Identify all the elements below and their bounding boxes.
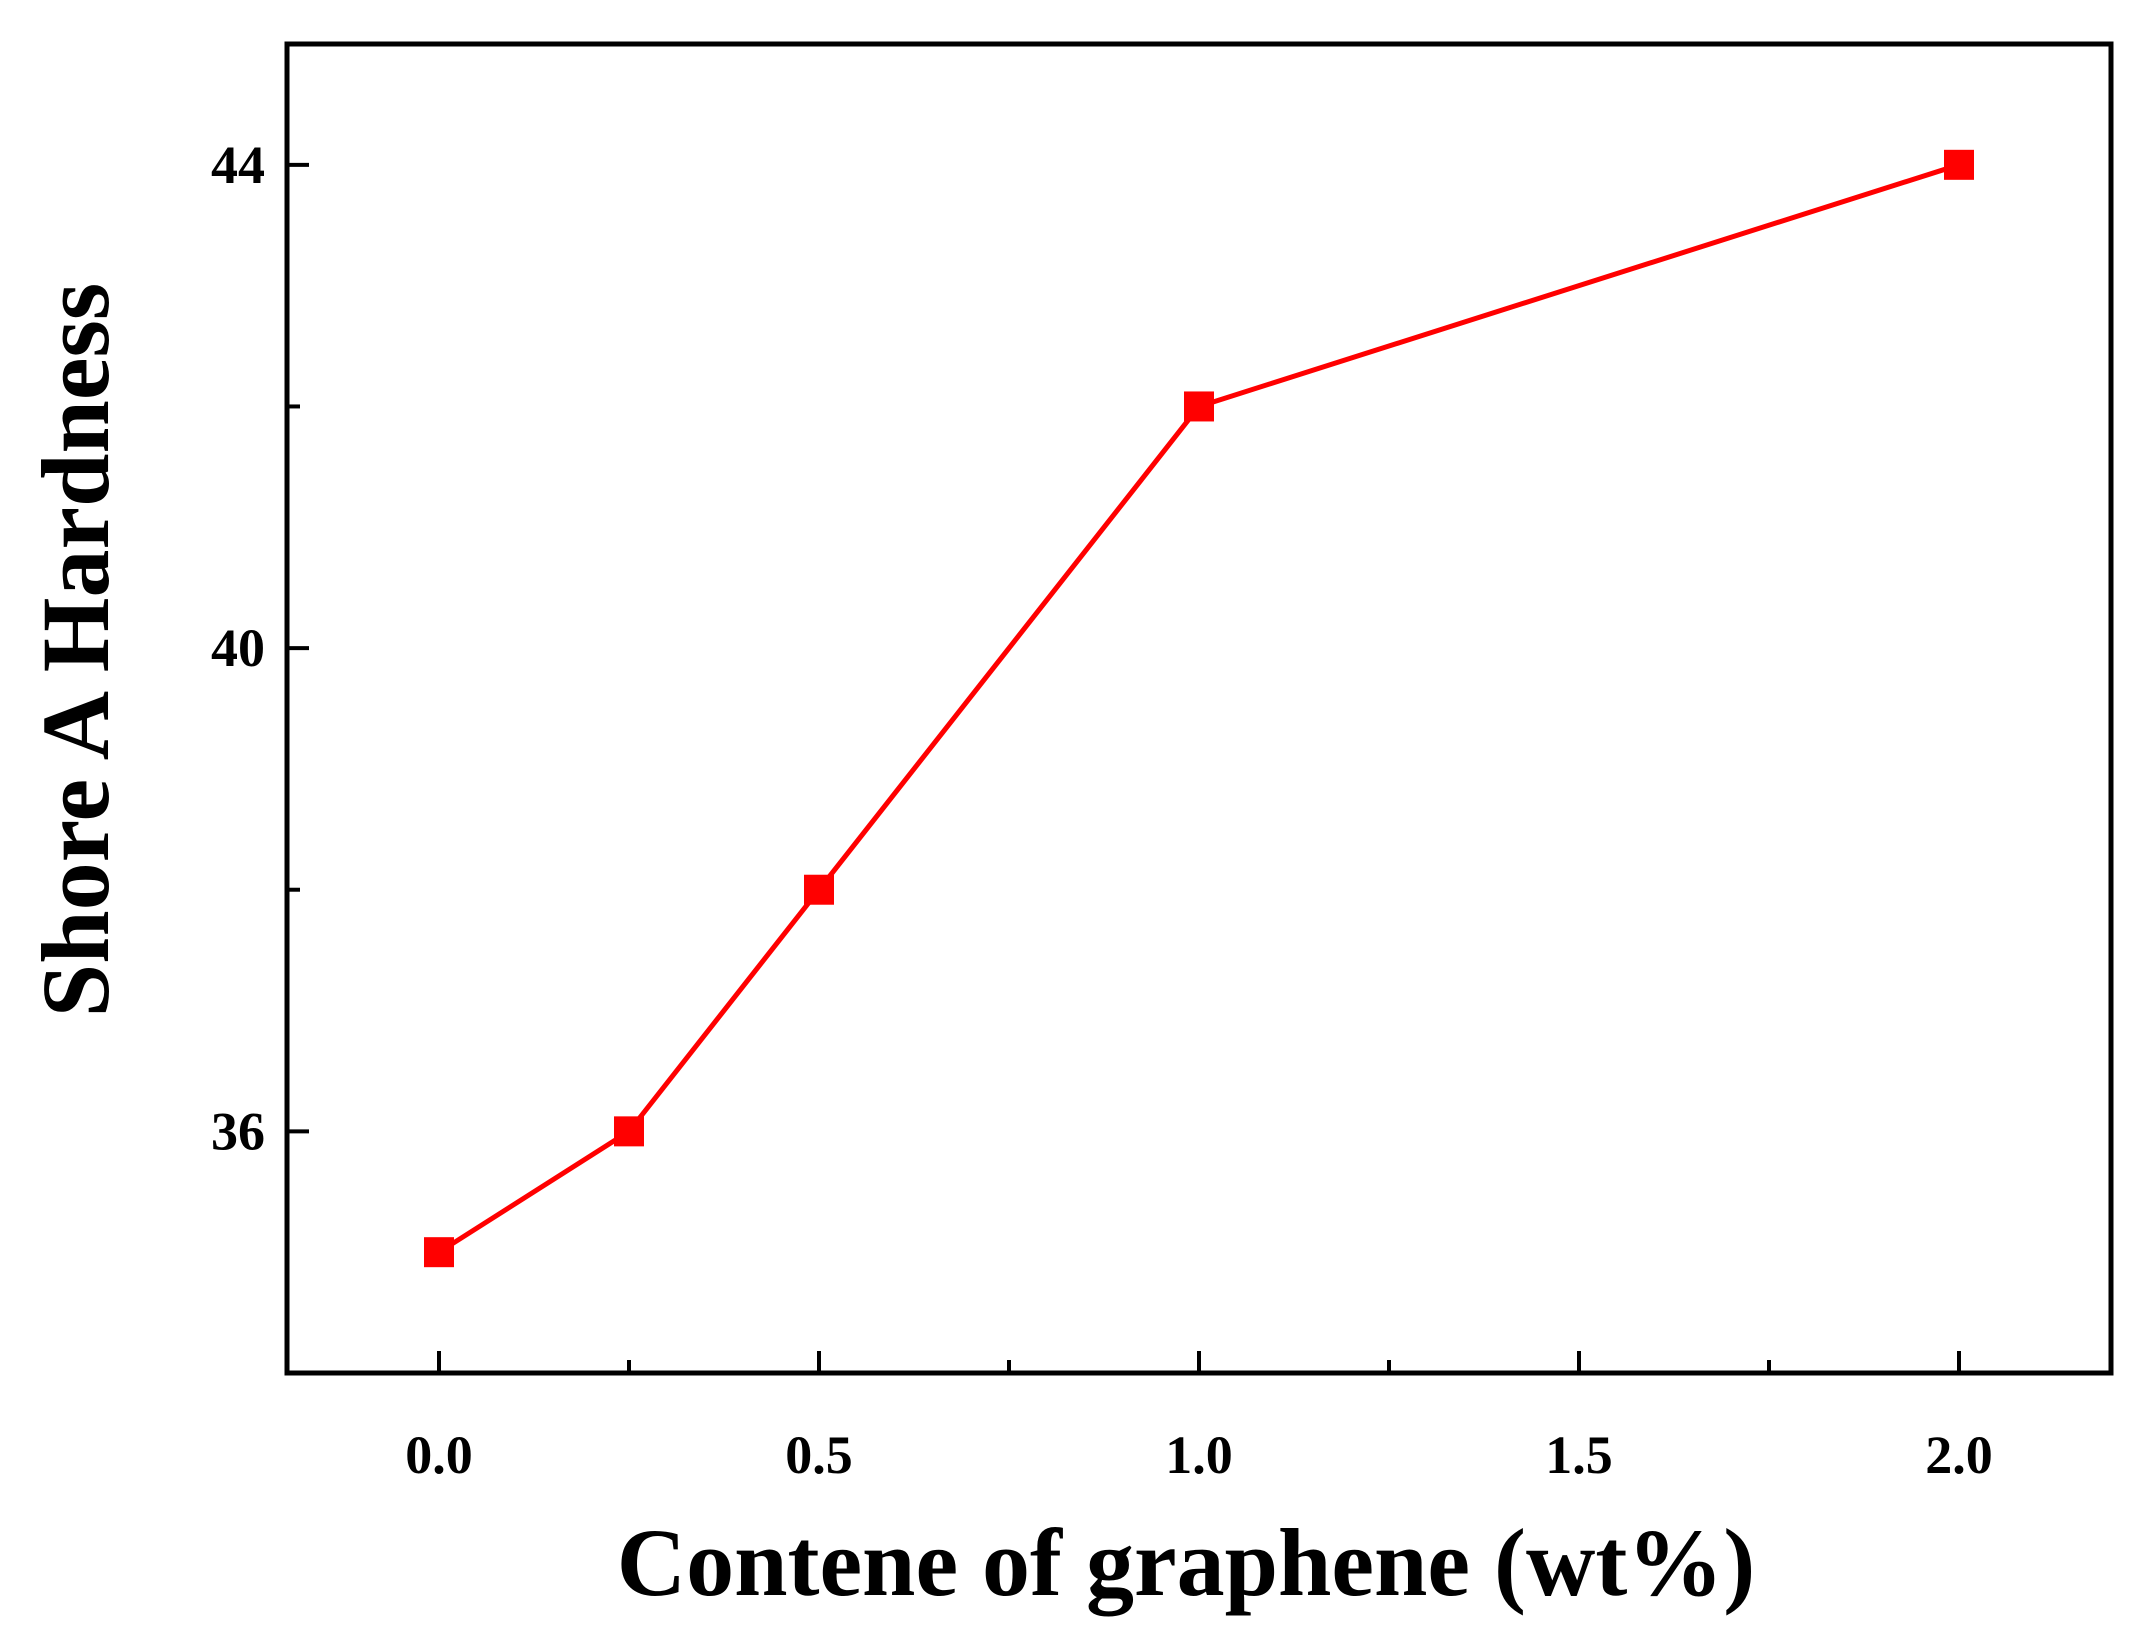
x-tick-label: 2.0 [1925, 1425, 1993, 1485]
data-point-marker [1184, 391, 1214, 422]
x-tick-label: 1.0 [1165, 1425, 1233, 1485]
x-axis-ticks: 0.0 0.5 1.0 1.5 2.0 [405, 1351, 1993, 1485]
y-axis-title: Shore A Hardness [22, 283, 129, 1017]
data-point-marker [614, 1116, 644, 1147]
y-tick-label: 36 [211, 1101, 265, 1161]
x-tick-label: 0.5 [785, 1425, 853, 1485]
x-tick-label: 0.0 [405, 1425, 473, 1485]
series-line [437, 162, 1960, 1255]
data-point-marker [1944, 149, 1974, 180]
data-point-marker [424, 1237, 454, 1268]
y-tick-label: 44 [211, 135, 265, 195]
series-layer [424, 149, 1974, 1268]
x-tick-label: 1.5 [1545, 1425, 1613, 1485]
data-point-marker [804, 874, 834, 905]
y-tick-label: 40 [211, 618, 265, 678]
y-axis-ticks: 36 40 44 [211, 135, 309, 1161]
x-axis-title: Contene of graphene (wt%) [617, 1509, 1756, 1616]
